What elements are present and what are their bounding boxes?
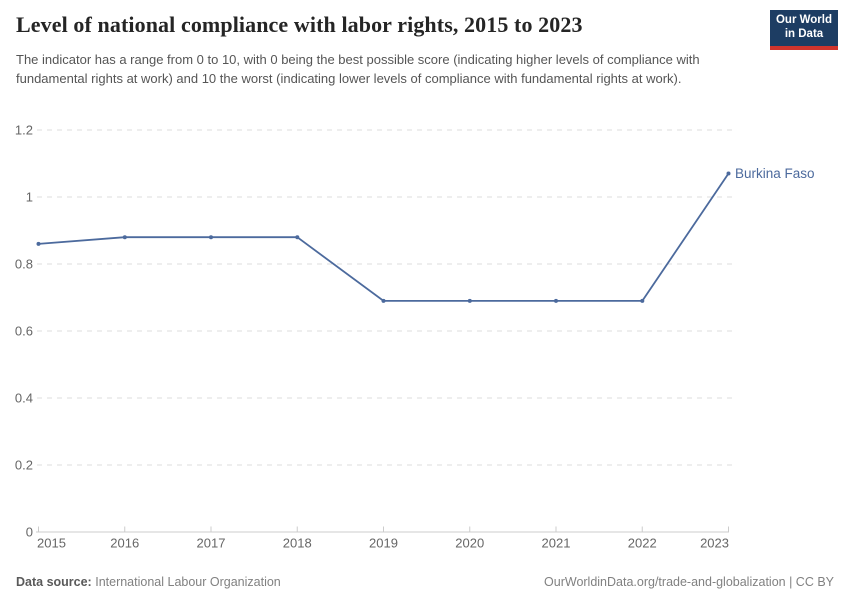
data-point-marker [467,298,472,303]
y-axis-tick-label: 1.2 [15,123,33,138]
series-end-label: Burkina Faso [735,166,815,181]
x-axis-tick-label: 2017 [197,536,226,551]
logo-line-1: Our World [775,14,832,27]
x-axis-tick-label: 2019 [369,536,398,551]
y-axis-tick-label: 1 [26,190,33,205]
data-point-marker [295,235,300,240]
x-axis-tick-label: 2022 [628,536,657,551]
y-axis-tick-label: 0.4 [15,391,33,406]
x-axis-tick-label: 2016 [110,536,139,551]
data-source: Data source: International Labour Organi… [16,575,281,589]
data-point-marker [554,298,558,303]
credit-line: OurWorldinData.org/trade-and-globalizati… [544,575,834,589]
y-axis-tick-label: 0.2 [15,458,33,473]
y-axis-tick-label: 0 [26,525,33,540]
x-axis-tick-label: 2020 [455,536,484,551]
data-point-marker [726,171,731,176]
data-point-marker [122,235,127,240]
x-axis-tick-label: 2021 [542,536,571,551]
chart-subtitle: The indicator has a range from 0 to 10, … [16,52,700,87]
x-axis-tick-label: 2018 [283,536,312,551]
series-line [37,172,730,302]
y-axis-tick-label: 0.6 [15,324,33,339]
x-axis-tick-label: 2023 [700,536,729,551]
y-axis-tick-label: 0.8 [15,257,33,272]
data-point-marker [381,298,386,303]
chart-footer: Data source: International Labour Organi… [16,575,834,589]
data-source-value: International Labour Organization [95,575,281,589]
data-point-marker [640,298,645,303]
owid-logo: Our World in Data [770,10,838,50]
logo-line-2: in Data [784,28,824,40]
data-point-marker [36,241,41,246]
page-title: Level of national compliance with labor … [16,12,583,37]
data-point-marker [209,235,213,240]
x-axis-tick-label: 2015 [37,536,66,551]
data-source-label: Data source: [16,575,92,589]
